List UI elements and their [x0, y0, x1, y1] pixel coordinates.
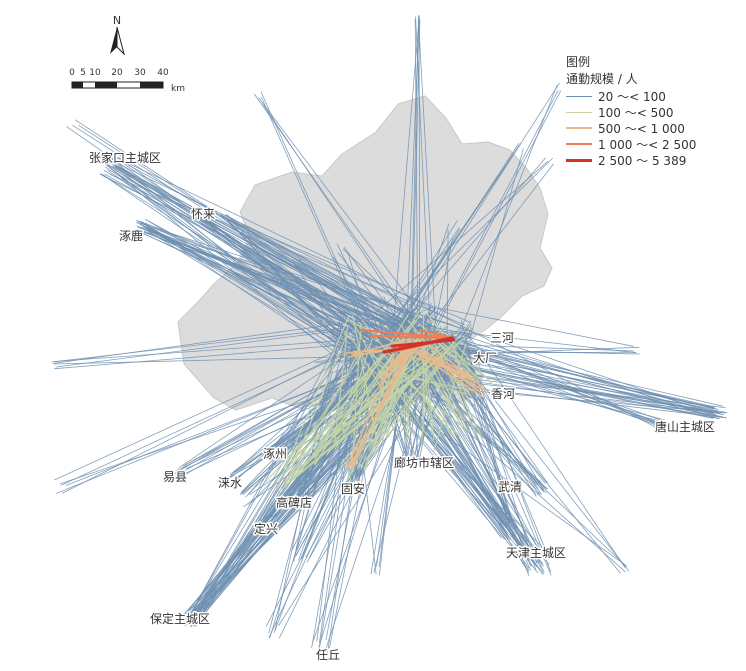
- label-laishui: 涞水: [218, 476, 242, 490]
- scale-tick-10: 10: [89, 68, 101, 78]
- label-yixian: 易县: [163, 470, 187, 484]
- label-wuqing: 武清: [498, 480, 522, 494]
- legend-swatch: [566, 158, 592, 162]
- legend-label: 20 ～< 100: [598, 89, 666, 104]
- label-tangshan: 唐山主城区: [655, 419, 715, 434]
- scale-bar: 0 5 10 20 30 40 km: [66, 66, 196, 99]
- label-tianjin: 天津主城区: [506, 546, 566, 560]
- north-label: N: [113, 14, 121, 27]
- legend: 图例 通勤规模 / 人 20 ～< 100 100 ～< 500 500 ～< …: [566, 54, 696, 168]
- legend-swatch: [566, 127, 592, 129]
- legend-label: 500 ～< 1 000: [598, 121, 685, 136]
- legend-item: 1 000 ～< 2 500: [566, 136, 696, 152]
- label-dingxing: 定兴: [254, 521, 278, 536]
- label-baoding: 保定主城区: [150, 611, 210, 626]
- legend-label: 2 500 ～ 5 389: [598, 153, 687, 168]
- legend-item: 20 ～< 100: [566, 88, 696, 104]
- legend-swatch: [566, 95, 592, 97]
- place-labels: 张家口主城区 怀来 涿鹿 三河 大厂 香河 唐山主城区 易县 涞水 涿州 高碑店…: [88, 149, 717, 664]
- north-arrow-icon: [110, 27, 117, 54]
- legend-item: 2 500 ～ 5 389: [566, 152, 696, 168]
- north-arrow: N: [106, 14, 128, 63]
- legend-label: 1 000 ～< 2 500: [598, 137, 697, 152]
- legend-swatch: [566, 111, 592, 113]
- label-zhangjiakou: 张家口主城区: [89, 150, 161, 165]
- beijing-boundary: [177, 95, 553, 411]
- scale-tick-40: 40: [157, 68, 169, 78]
- label-dachang: 大厂: [473, 351, 497, 365]
- label-gaobeidian: 高碑店: [276, 495, 312, 510]
- label-zhuolu: 涿鹿: [119, 228, 143, 243]
- label-huailai: 怀来: [191, 207, 215, 221]
- legend-swatch: [566, 143, 592, 145]
- label-sanhe: 三河: [490, 331, 514, 345]
- legend-item: 100 ～< 500: [566, 104, 696, 120]
- scale-tick-5: 5: [80, 68, 86, 78]
- legend-title: 图例: [566, 55, 591, 69]
- legend-item: 500 ～< 1 000: [566, 120, 696, 136]
- label-xianghe: 香河: [491, 387, 515, 401]
- label-renqiu: 任丘: [316, 648, 340, 662]
- legend-label: 100 ～< 500: [598, 105, 674, 120]
- scale-tick-30: 30: [134, 68, 146, 78]
- label-gu-an: 固安: [341, 481, 365, 496]
- scale-tick-20: 20: [111, 68, 123, 78]
- scale-tick-0: 0: [69, 68, 75, 78]
- legend-subtitle: 通勤规模 / 人: [566, 72, 638, 86]
- commute-flow-lines: [51, 14, 728, 659]
- label-langfang: 廊坊市辖区: [394, 455, 454, 470]
- scale-unit: km: [171, 84, 185, 94]
- label-zhuozhou: 涿州: [263, 447, 287, 461]
